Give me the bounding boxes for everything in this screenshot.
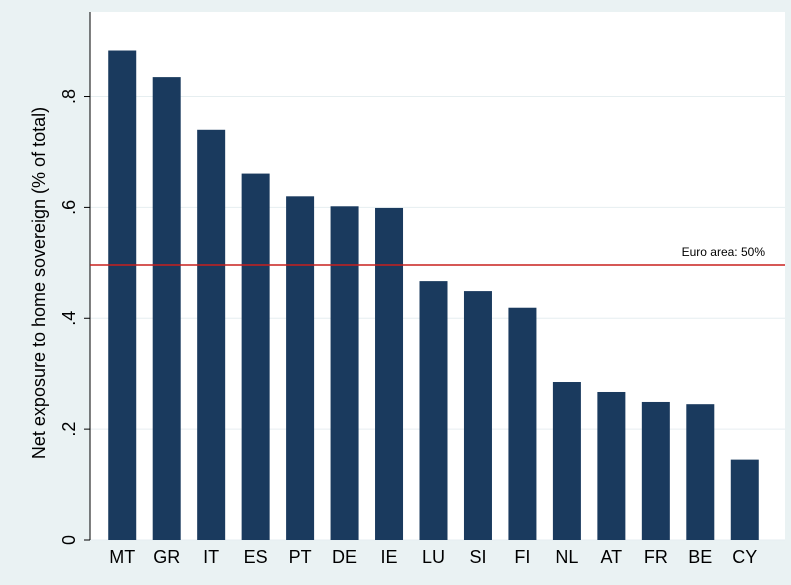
reference-label: Euro area: 50%: [682, 245, 766, 259]
x-tick-label: FI: [514, 547, 530, 567]
x-tick-label: DE: [332, 547, 357, 567]
x-tick-label: CY: [732, 547, 757, 567]
x-tick-label: SI: [469, 547, 486, 567]
x-tick-label: PT: [289, 547, 312, 567]
x-tick-label: ES: [244, 547, 268, 567]
x-tick-label: LU: [422, 547, 445, 567]
x-tick-label: IE: [381, 547, 398, 567]
x-tick-label: IT: [203, 547, 219, 567]
y-tick-label: 0: [59, 535, 79, 545]
y-axis-title: Net exposure to home sovereign (% of tot…: [29, 107, 49, 459]
y-tick-label: .2: [59, 422, 79, 437]
bar: [108, 50, 137, 541]
x-tick-label: MT: [109, 547, 135, 567]
bar: [730, 459, 759, 540]
x-tick-label: AT: [601, 547, 623, 567]
bar: [686, 404, 715, 540]
bar: [508, 307, 537, 540]
x-tick-label: BE: [688, 547, 712, 567]
bar: [463, 291, 492, 540]
bar: [375, 207, 404, 540]
y-tick-label: .8: [59, 89, 79, 104]
x-tick-label: NL: [555, 547, 578, 567]
bar: [419, 281, 448, 540]
bar: [552, 382, 581, 540]
x-tick-label: GR: [153, 547, 180, 567]
bar: [241, 173, 270, 540]
y-tick-label: .4: [59, 311, 79, 326]
bar: [641, 401, 670, 540]
x-tick-label: FR: [644, 547, 668, 567]
y-tick-label: .6: [59, 200, 79, 215]
bar: [330, 206, 359, 541]
bar: [152, 77, 181, 540]
bar: [286, 196, 315, 540]
bar: [197, 129, 226, 541]
bar: [597, 391, 626, 540]
